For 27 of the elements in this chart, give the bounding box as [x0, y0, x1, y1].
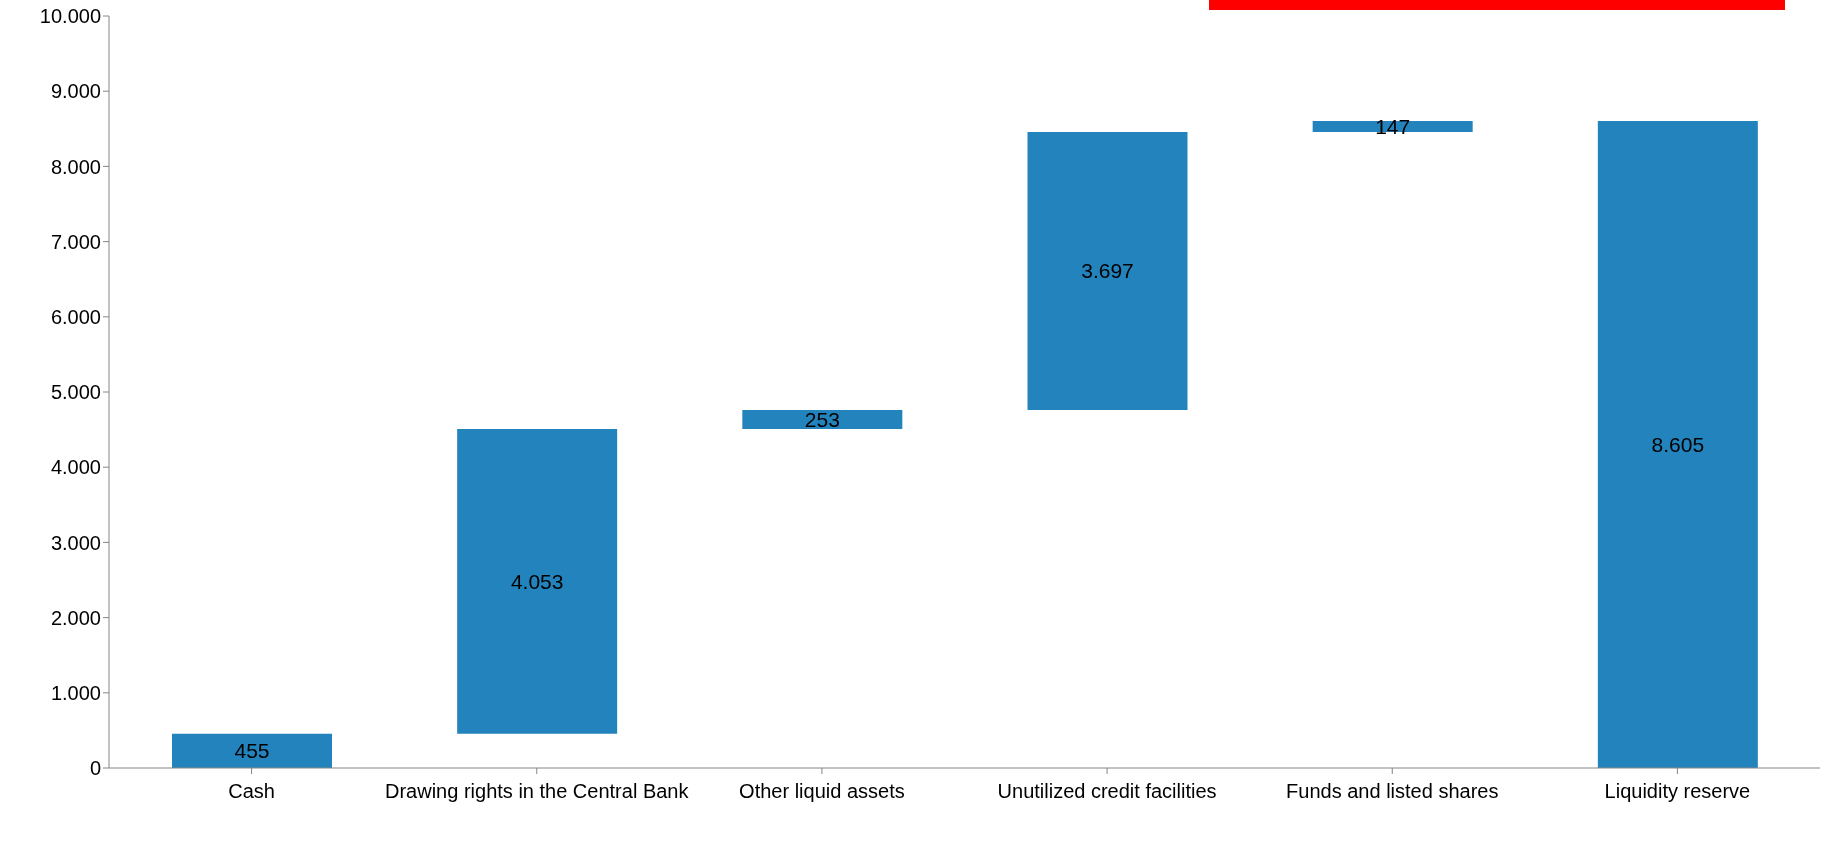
y-tick-label: 7.000 [50, 230, 101, 253]
y-tick-label: 9.000 [50, 80, 101, 103]
bar [1597, 120, 1758, 768]
y-tick-label: 3.000 [50, 531, 101, 554]
data-label: 253 [804, 407, 840, 431]
x-tick-label: Cash [228, 780, 275, 803]
data-label: 8.605 [1651, 432, 1705, 456]
y-tick-label: 1.000 [50, 681, 101, 704]
y-tick-label: 0 [89, 757, 101, 780]
data-label: 4.053 [510, 569, 564, 593]
x-tick-label: Unutilized credit facilities [997, 780, 1217, 803]
y-tick-label: 6.000 [50, 305, 101, 328]
y-tick-label: 8.000 [50, 155, 101, 178]
y-tick-label: 5.000 [50, 381, 101, 404]
x-tick-label: Liquidity reserve [1604, 780, 1751, 803]
bar [1027, 131, 1188, 410]
bar [742, 409, 903, 429]
x-tick-label: Other liquid assets [739, 780, 905, 803]
x-tick-label: Drawing rights in the Central Bank [385, 780, 690, 803]
x-tick-label: Funds and listed shares [1286, 780, 1499, 803]
data-label: 3.697 [1081, 259, 1134, 283]
y-tick-label: 4.000 [50, 456, 101, 479]
data-label: 455 [234, 739, 270, 763]
y-tick-label: 2.000 [50, 606, 101, 629]
bar [457, 429, 618, 734]
bar [172, 733, 332, 768]
y-tick-label: 10.000 [39, 5, 101, 28]
